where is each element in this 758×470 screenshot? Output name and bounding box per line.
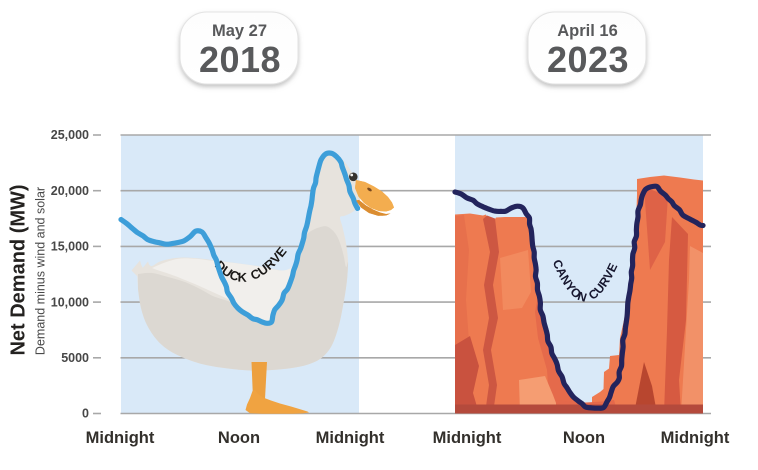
svg-text:2018: 2018 xyxy=(199,39,281,80)
svg-text:25,000: 25,000 xyxy=(51,128,89,142)
svg-text:15,000: 15,000 xyxy=(51,240,89,254)
svg-text:Noon: Noon xyxy=(563,429,605,447)
svg-text:Midnight: Midnight xyxy=(433,429,502,447)
svg-text:20,000: 20,000 xyxy=(51,184,89,198)
svg-text:0: 0 xyxy=(82,407,89,421)
svg-text:Net Demand (MW): Net Demand (MW) xyxy=(8,184,30,355)
svg-text:May 27: May 27 xyxy=(212,22,267,40)
svg-text:Demand minus wind and solar: Demand minus wind and solar xyxy=(34,187,48,355)
svg-text:Midnight: Midnight xyxy=(86,429,155,447)
svg-text:2023: 2023 xyxy=(547,39,629,80)
svg-text:5000: 5000 xyxy=(61,351,89,365)
svg-text:Midnight: Midnight xyxy=(316,429,385,447)
svg-text:April 16: April 16 xyxy=(557,22,618,40)
svg-text:Midnight: Midnight xyxy=(661,429,730,447)
svg-text:10,000: 10,000 xyxy=(51,295,89,309)
svg-text:Noon: Noon xyxy=(218,429,260,447)
